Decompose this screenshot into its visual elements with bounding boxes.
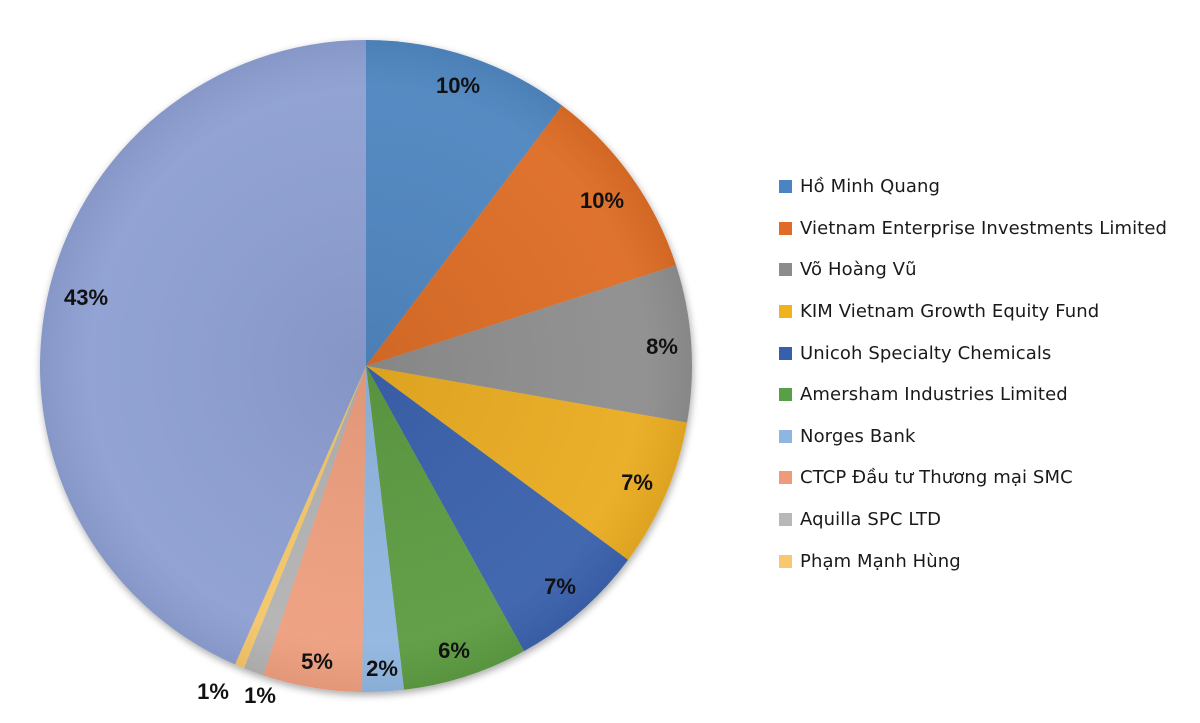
legend-label: Aquilla SPC LTD [800, 509, 942, 531]
legend-item: Norges Bank [779, 416, 1167, 458]
legend: Hồ Minh Quang Vietnam Enterprise Investm… [779, 166, 1167, 582]
slice-value-label: 10% [436, 73, 480, 98]
legend-label: CTCP Đầu tư Thương mại SMC [800, 467, 1073, 489]
legend-label: Norges Bank [800, 425, 916, 447]
slice-value-label: 5% [301, 649, 333, 674]
legend-swatch-icon [779, 346, 792, 360]
legend-swatch-icon [779, 221, 792, 235]
slice-value-label: 10% [580, 188, 624, 213]
legend-label: Phạm Mạnh Hùng [800, 550, 961, 572]
legend-swatch-icon [779, 513, 792, 527]
slice-value-label: 7% [621, 470, 653, 495]
pie-shading [40, 40, 692, 692]
slice-value-label: 7% [544, 574, 576, 599]
slice-labels: 10% 10% 8% 7% 7% 6% 2% 5% 1% 1% 43% [64, 73, 678, 708]
legend-item: Amersham Industries Limited [779, 374, 1167, 416]
legend-swatch-icon [779, 180, 792, 194]
legend-label: Unicoh Specialty Chemicals [800, 342, 1052, 364]
legend-swatch-icon [779, 305, 792, 319]
slice-value-label: 1% [197, 679, 229, 704]
legend-label: Vietnam Enterprise Investments Limited [800, 217, 1168, 239]
legend-swatch-icon [779, 429, 792, 443]
legend-label: Hồ Minh Quang [800, 176, 941, 198]
legend-item: Unicoh Specialty Chemicals [779, 332, 1167, 374]
legend-item: Hồ Minh Quang [779, 166, 1167, 208]
legend-item: Aquilla SPC LTD [779, 499, 1167, 541]
legend-label: Võ Hoàng Vũ [800, 259, 917, 281]
legend-item: Phạm Mạnh Hùng [779, 540, 1167, 582]
slice-value-label: 1% [244, 683, 276, 708]
legend-item: Võ Hoàng Vũ [779, 249, 1167, 291]
slice-value-label: 2% [366, 656, 398, 681]
slice-value-label: 43% [64, 285, 108, 310]
legend-swatch-icon [779, 471, 792, 485]
slice-value-label: 6% [438, 638, 470, 663]
legend-swatch-icon [779, 263, 792, 277]
legend-label: Amersham Industries Limited [800, 384, 1068, 406]
legend-item: KIM Vietnam Growth Equity Fund [779, 291, 1167, 333]
legend-swatch-icon [779, 388, 792, 402]
legend-item: CTCP Đầu tư Thương mại SMC [779, 457, 1167, 499]
legend-label: KIM Vietnam Growth Equity Fund [800, 301, 1100, 323]
slice-value-label: 8% [646, 334, 678, 359]
legend-swatch-icon [779, 554, 792, 568]
legend-item: Vietnam Enterprise Investments Limited [779, 208, 1167, 250]
